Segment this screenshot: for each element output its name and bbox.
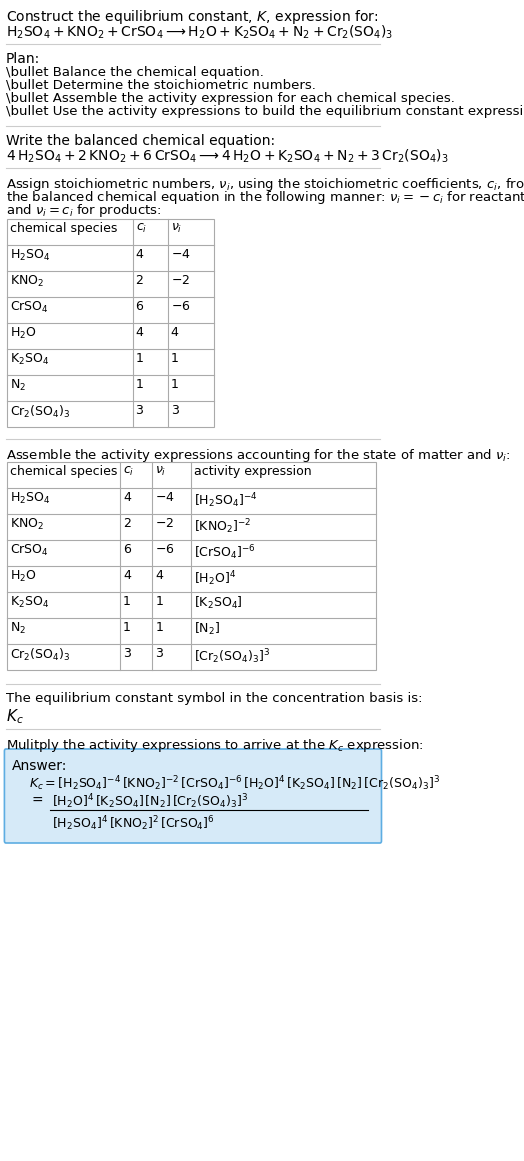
- Text: $-6$: $-6$: [171, 300, 190, 313]
- Text: $[\text{H}_2\text{O}]^4$: $[\text{H}_2\text{O}]^4$: [194, 569, 236, 587]
- Text: activity expression: activity expression: [194, 466, 312, 478]
- Text: $\nu_i$: $\nu_i$: [156, 466, 167, 478]
- Text: \bullet Use the activity expressions to build the equilibrium constant expressio: \bullet Use the activity expressions to …: [6, 104, 524, 118]
- Text: $[\text{K}_2\text{SO}_4]$: $[\text{K}_2\text{SO}_4]$: [194, 594, 243, 611]
- Text: $-4$: $-4$: [156, 491, 175, 504]
- Text: $[\text{Cr}_2(\text{SO}_4)_3]^3$: $[\text{Cr}_2(\text{SO}_4)_3]^3$: [194, 647, 271, 665]
- Text: $\text{K}_2\text{SO}_4$: $\text{K}_2\text{SO}_4$: [10, 352, 49, 367]
- Text: Assemble the activity expressions accounting for the state of matter and $\nu_i$: Assemble the activity expressions accoun…: [6, 447, 510, 464]
- FancyBboxPatch shape: [4, 749, 381, 843]
- Text: 3: 3: [156, 647, 163, 659]
- Text: 4: 4: [123, 491, 131, 504]
- Text: $\nu_i$: $\nu_i$: [171, 222, 182, 235]
- Text: 1: 1: [156, 594, 163, 608]
- Text: $4\,\text{H}_2\text{SO}_4 + 2\,\text{KNO}_2 + 6\,\text{CrSO}_4 \longrightarrow 4: $4\,\text{H}_2\text{SO}_4 + 2\,\text{KNO…: [6, 147, 449, 165]
- Text: Plan:: Plan:: [6, 52, 40, 66]
- Text: The equilibrium constant symbol in the concentration basis is:: The equilibrium constant symbol in the c…: [6, 692, 422, 705]
- Text: 1: 1: [123, 594, 131, 608]
- Text: $\text{N}_2$: $\text{N}_2$: [10, 378, 26, 394]
- Text: 6: 6: [136, 300, 144, 313]
- Text: $[\text{H}_2\text{O}]^4\,[\text{K}_2\text{SO}_4]\,[\text{N}_2]\,[\text{Cr}_2(\te: $[\text{H}_2\text{O}]^4\,[\text{K}_2\tex…: [51, 792, 248, 810]
- Text: $K_c = [\text{H}_2\text{SO}_4]^{-4}\,[\text{KNO}_2]^{-2}\,[\text{CrSO}_4]^{-6}\,: $K_c = [\text{H}_2\text{SO}_4]^{-4}\,[\t…: [29, 774, 440, 793]
- Text: Assign stoichiometric numbers, $\nu_i$, using the stoichiometric coefficients, $: Assign stoichiometric numbers, $\nu_i$, …: [6, 176, 524, 193]
- Text: Write the balanced chemical equation:: Write the balanced chemical equation:: [6, 134, 275, 147]
- Text: $\text{KNO}_2$: $\text{KNO}_2$: [10, 517, 45, 532]
- Text: $[\text{N}_2]$: $[\text{N}_2]$: [194, 621, 221, 637]
- Text: 4: 4: [171, 326, 179, 339]
- Text: $\text{H}_2\text{SO}_4$: $\text{H}_2\text{SO}_4$: [10, 491, 51, 506]
- Text: $\text{H}_2\text{O}$: $\text{H}_2\text{O}$: [10, 569, 37, 584]
- Text: $K_c$: $K_c$: [6, 707, 24, 726]
- Text: Mulitply the activity expressions to arrive at the $K_c$ expression:: Mulitply the activity expressions to arr…: [6, 737, 424, 753]
- Text: 4: 4: [156, 569, 163, 582]
- Text: 4: 4: [123, 569, 131, 582]
- Text: 1: 1: [171, 352, 179, 365]
- Text: $-6$: $-6$: [156, 543, 175, 556]
- Text: $[\text{KNO}_2]^{-2}$: $[\text{KNO}_2]^{-2}$: [194, 517, 252, 535]
- Text: 1: 1: [156, 621, 163, 634]
- Text: Answer:: Answer:: [12, 759, 67, 773]
- Text: 1: 1: [136, 378, 144, 391]
- Text: 4: 4: [136, 248, 144, 261]
- Text: 6: 6: [123, 543, 131, 556]
- Text: chemical species: chemical species: [10, 222, 118, 235]
- Text: $c_i$: $c_i$: [123, 466, 134, 478]
- Text: $\text{H}_2\text{SO}_4 + \text{KNO}_2 + \text{CrSO}_4 \longrightarrow \text{H}_2: $\text{H}_2\text{SO}_4 + \text{KNO}_2 + …: [6, 24, 393, 42]
- Text: $[\text{H}_2\text{SO}_4]^{-4}$: $[\text{H}_2\text{SO}_4]^{-4}$: [194, 491, 258, 510]
- Text: 3: 3: [136, 404, 144, 417]
- Text: \bullet Assemble the activity expression for each chemical species.: \bullet Assemble the activity expression…: [6, 92, 455, 104]
- Text: $[\text{H}_2\text{SO}_4]^4\,[\text{KNO}_2]^2\,[\text{CrSO}_4]^6$: $[\text{H}_2\text{SO}_4]^4\,[\text{KNO}_…: [51, 814, 214, 832]
- Text: and $\nu_i = c_i$ for products:: and $\nu_i = c_i$ for products:: [6, 202, 161, 219]
- Text: $-2$: $-2$: [171, 274, 190, 287]
- Text: $\text{K}_2\text{SO}_4$: $\text{K}_2\text{SO}_4$: [10, 594, 49, 610]
- Text: $[\text{CrSO}_4]^{-6}$: $[\text{CrSO}_4]^{-6}$: [194, 543, 256, 562]
- Text: chemical species: chemical species: [10, 466, 118, 478]
- Text: $\text{N}_2$: $\text{N}_2$: [10, 621, 26, 636]
- Text: $c_i$: $c_i$: [136, 222, 147, 235]
- Text: 2: 2: [123, 517, 131, 531]
- Text: 3: 3: [123, 647, 131, 659]
- Text: $\text{H}_2\text{O}$: $\text{H}_2\text{O}$: [10, 326, 37, 341]
- Text: $\text{CrSO}_4$: $\text{CrSO}_4$: [10, 300, 49, 315]
- Text: 1: 1: [123, 621, 131, 634]
- Text: \bullet Determine the stoichiometric numbers.: \bullet Determine the stoichiometric num…: [6, 79, 316, 92]
- Text: $\text{KNO}_2$: $\text{KNO}_2$: [10, 274, 45, 289]
- Text: $-4$: $-4$: [171, 248, 191, 261]
- Text: 1: 1: [171, 378, 179, 391]
- Text: $\text{Cr}_2(\text{SO}_4)_3$: $\text{Cr}_2(\text{SO}_4)_3$: [10, 404, 71, 420]
- Text: $\text{H}_2\text{SO}_4$: $\text{H}_2\text{SO}_4$: [10, 248, 51, 264]
- Text: 1: 1: [136, 352, 144, 365]
- Text: 2: 2: [136, 274, 144, 287]
- Bar: [7, 219, 214, 427]
- Text: the balanced chemical equation in the following manner: $\nu_i = -c_i$ for react: the balanced chemical equation in the fo…: [6, 189, 524, 205]
- Text: Construct the equilibrium constant, $K$, expression for:: Construct the equilibrium constant, $K$,…: [6, 8, 378, 26]
- Text: \bullet Balance the chemical equation.: \bullet Balance the chemical equation.: [6, 66, 264, 79]
- Text: $-2$: $-2$: [156, 517, 174, 531]
- Bar: [7, 462, 376, 670]
- Text: $\text{Cr}_2(\text{SO}_4)_3$: $\text{Cr}_2(\text{SO}_4)_3$: [10, 647, 71, 663]
- Text: $\text{CrSO}_4$: $\text{CrSO}_4$: [10, 543, 49, 558]
- Text: 4: 4: [136, 326, 144, 339]
- Text: $=$: $=$: [29, 792, 45, 806]
- Text: 3: 3: [171, 404, 179, 417]
